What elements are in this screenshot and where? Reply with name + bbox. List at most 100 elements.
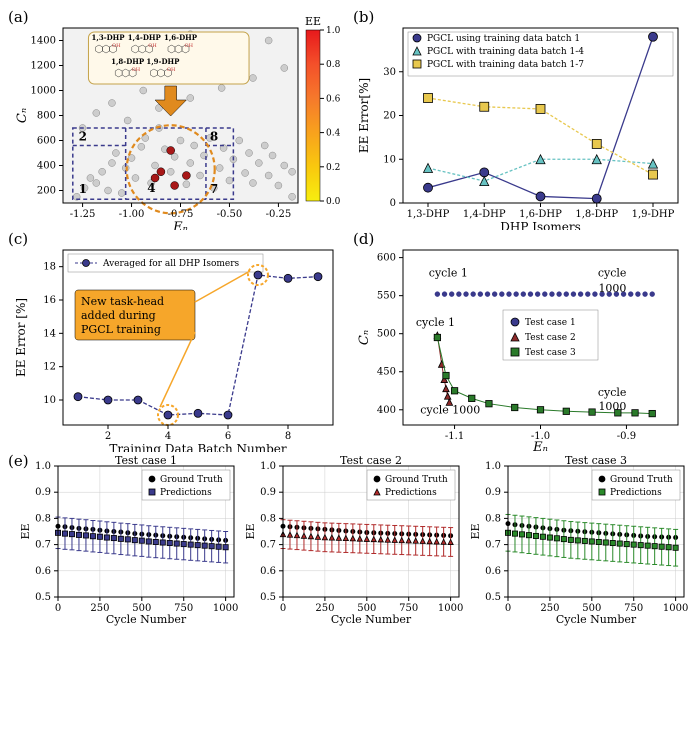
svg-text:PGCL using training data batch: PGCL using training data batch 1: [427, 34, 580, 44]
svg-text:10: 10: [383, 154, 396, 165]
svg-text:400: 400: [37, 161, 56, 172]
svg-text:1,4-DHP: 1,4-DHP: [128, 33, 162, 42]
svg-text:1,9-DHP: 1,9-DHP: [146, 57, 180, 66]
svg-text:Cycle Number: Cycle Number: [331, 613, 412, 626]
panel-d: Test case 1 Test case 2 Test case 3 cycle 1…: [353, 230, 688, 452]
svg-text:14: 14: [43, 328, 56, 339]
svg-text:EE: EE: [305, 15, 321, 28]
svg-text:600: 600: [37, 136, 56, 147]
svg-text:20: 20: [383, 111, 396, 122]
svg-text:-0.25: -0.25: [266, 209, 292, 220]
svg-text:-1.00: -1.00: [119, 209, 145, 220]
panel-b: PGCL using training data batch 1 PGCL wit…: [353, 8, 688, 230]
panel-c: Averaged for all DHP IsomersNew task-hea…: [8, 230, 348, 452]
svg-text:0.6: 0.6: [35, 566, 51, 577]
panel-a: 21478-1.25-1.00-0.75-0.50-0.252004006008…: [8, 8, 348, 230]
svg-text:cycle: cycle: [598, 267, 627, 280]
svg-text:1,3-DHP: 1,3-DHP: [407, 209, 450, 220]
svg-text:0.5: 0.5: [485, 592, 501, 603]
svg-text:2: 2: [105, 431, 111, 442]
svg-text:Predictions: Predictions: [385, 488, 437, 498]
svg-text:0.8: 0.8: [485, 513, 501, 524]
svg-text:Eₙ: Eₙ: [532, 440, 548, 452]
svg-text:0.6: 0.6: [260, 566, 276, 577]
svg-text:1000: 1000: [213, 603, 238, 614]
svg-text:0.9: 0.9: [35, 487, 51, 498]
svg-text:0.8: 0.8: [260, 513, 276, 524]
svg-text:Cycle Number: Cycle Number: [106, 613, 187, 626]
panel-e-2: Test case 2Ground TruthPredictions025050…: [241, 452, 466, 627]
svg-text:1000: 1000: [598, 400, 626, 413]
svg-text:cycle 1: cycle 1: [416, 316, 455, 329]
svg-text:1000: 1000: [31, 86, 56, 97]
svg-text:EE: EE: [244, 523, 257, 539]
svg-text:0.0: 0.0: [326, 197, 341, 207]
svg-text:0.5: 0.5: [260, 592, 276, 603]
svg-text:0.7: 0.7: [485, 540, 501, 551]
svg-text:0.8: 0.8: [326, 60, 341, 70]
svg-text:550: 550: [377, 291, 396, 302]
svg-text:1,8-DHP: 1,8-DHP: [111, 57, 145, 66]
svg-text:0.9: 0.9: [260, 487, 276, 498]
svg-text:16: 16: [43, 295, 56, 306]
svg-text:0.5: 0.5: [35, 592, 51, 603]
svg-text:Test case 3: Test case 3: [525, 348, 576, 358]
svg-text:Cₙ: Cₙ: [15, 108, 30, 123]
svg-text:1000: 1000: [438, 603, 463, 614]
svg-text:cycle 1: cycle 1: [429, 267, 468, 280]
svg-text:6: 6: [225, 431, 231, 442]
svg-text:Predictions: Predictions: [160, 488, 212, 498]
svg-text:0.7: 0.7: [260, 540, 276, 551]
svg-text:New task-head: New task-head: [81, 295, 164, 308]
svg-text:1200: 1200: [31, 61, 56, 72]
svg-text:Test case 2: Test case 2: [525, 333, 576, 343]
svg-text:PGCL training: PGCL training: [81, 323, 161, 336]
svg-text:OH: OH: [185, 43, 194, 49]
svg-text:0.4: 0.4: [326, 129, 341, 139]
svg-text:Cycle Number: Cycle Number: [556, 613, 637, 626]
svg-text:OH: OH: [148, 43, 157, 49]
svg-text:0.2: 0.2: [326, 163, 340, 173]
svg-text:0.6: 0.6: [485, 566, 501, 577]
svg-text:EE: EE: [19, 523, 32, 539]
svg-text:1.0: 1.0: [35, 461, 51, 472]
svg-text:4: 4: [165, 431, 171, 442]
svg-text:Training Data Batch Number: Training Data Batch Number: [109, 442, 287, 452]
svg-text:EE: EE: [469, 523, 482, 539]
svg-text:8: 8: [285, 431, 291, 442]
svg-text:1.0: 1.0: [485, 461, 501, 472]
svg-text:Test case 1: Test case 1: [525, 318, 576, 328]
svg-text:1,4-DHP: 1,4-DHP: [463, 209, 506, 220]
svg-text:0.9: 0.9: [485, 487, 501, 498]
svg-text:Test case 1: Test case 1: [115, 454, 177, 467]
svg-text:cycle 1000: cycle 1000: [420, 404, 480, 417]
svg-text:Ground Truth: Ground Truth: [610, 475, 673, 485]
svg-text:OH: OH: [112, 43, 121, 49]
svg-text:cycle: cycle: [598, 386, 627, 399]
svg-text:Test case 3: Test case 3: [565, 454, 627, 467]
svg-text:EE Error[%]: EE Error[%]: [357, 78, 371, 153]
svg-text:10: 10: [43, 395, 56, 406]
svg-text:8: 8: [210, 130, 218, 144]
svg-text:0: 0: [390, 198, 396, 209]
svg-text:PGCL with training data batch: PGCL with training data batch 1-7: [427, 60, 584, 70]
svg-text:-0.75: -0.75: [168, 209, 194, 220]
svg-text:1000: 1000: [598, 282, 626, 295]
svg-text:Ground Truth: Ground Truth: [385, 475, 448, 485]
svg-text:1: 1: [79, 182, 87, 196]
svg-text:200: 200: [37, 186, 56, 197]
svg-text:12: 12: [43, 362, 56, 373]
svg-text:added during: added during: [81, 309, 156, 322]
svg-text:-0.9: -0.9: [617, 431, 636, 442]
svg-text:DHP Isomers: DHP Isomers: [500, 220, 580, 230]
svg-text:1400: 1400: [31, 36, 56, 47]
svg-text:0: 0: [280, 603, 286, 614]
svg-text:0: 0: [55, 603, 61, 614]
svg-text:18: 18: [43, 262, 56, 273]
svg-text:-1.1: -1.1: [445, 431, 464, 442]
svg-text:OH: OH: [167, 67, 176, 73]
svg-text:Test case 2: Test case 2: [340, 454, 402, 467]
svg-text:30: 30: [383, 67, 396, 78]
svg-text:1000: 1000: [663, 603, 688, 614]
svg-text:1,3-DHP: 1,3-DHP: [92, 33, 126, 42]
